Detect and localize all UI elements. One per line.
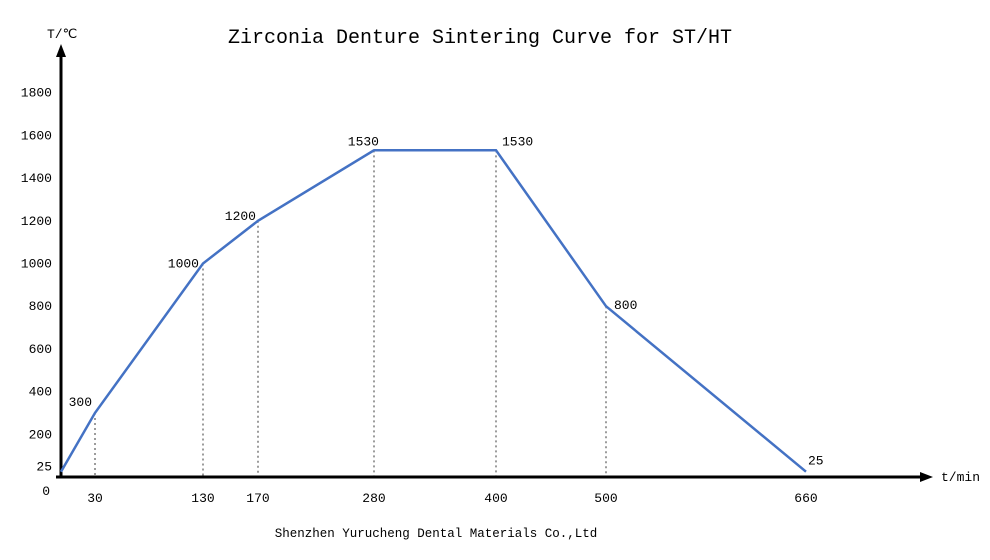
- y-tick-label-1000: 1000: [21, 257, 52, 272]
- point-label-400min-1530: 1530: [502, 134, 533, 149]
- y-tick-label-400: 400: [29, 385, 52, 400]
- x-axis-unit-label: t/min: [941, 470, 981, 485]
- point-label-280min-1530: 1530: [348, 134, 379, 149]
- y-tick-label-1600: 1600: [21, 128, 52, 143]
- sintering-curve-line: [59, 149, 807, 473]
- y-tick-label-1800: 1800: [21, 86, 52, 101]
- point-label-660min-25: 25: [808, 454, 824, 469]
- point-label-500min-800: 800: [614, 298, 637, 313]
- x-tick-label-500: 500: [594, 491, 617, 506]
- y-axis-unit-label: T/℃: [47, 27, 78, 42]
- chart-title: Zirconia Denture Sintering Curve for ST/…: [227, 27, 733, 50]
- point-label-170min-1200: 1200: [225, 209, 256, 224]
- x-axis-arrowhead: [920, 472, 933, 482]
- y-tick-label-800: 800: [29, 299, 52, 314]
- y-axis-arrowhead: [56, 44, 66, 57]
- y-tick-label-1200: 1200: [21, 214, 52, 229]
- x-tick-label-280: 280: [362, 491, 385, 506]
- y-tick-label-200: 200: [29, 427, 52, 442]
- x-tick-label-30: 30: [87, 491, 103, 506]
- x-tick-label-130: 130: [191, 491, 214, 506]
- x-tick-label-170: 170: [246, 491, 269, 506]
- x-tick-label-400: 400: [484, 491, 507, 506]
- point-label-30min-300: 300: [69, 395, 92, 410]
- point-label-130min-1000: 1000: [168, 257, 199, 272]
- y-tick-label-25: 25: [36, 460, 52, 475]
- footer-company-name: Shenzhen Yurucheng Dental Materials Co.,…: [274, 527, 598, 541]
- y-tick-label-0: 0: [42, 484, 50, 499]
- y-tick-label-1400: 1400: [21, 171, 52, 186]
- y-tick-label-600: 600: [29, 342, 52, 357]
- x-tick-label-660: 660: [794, 491, 817, 506]
